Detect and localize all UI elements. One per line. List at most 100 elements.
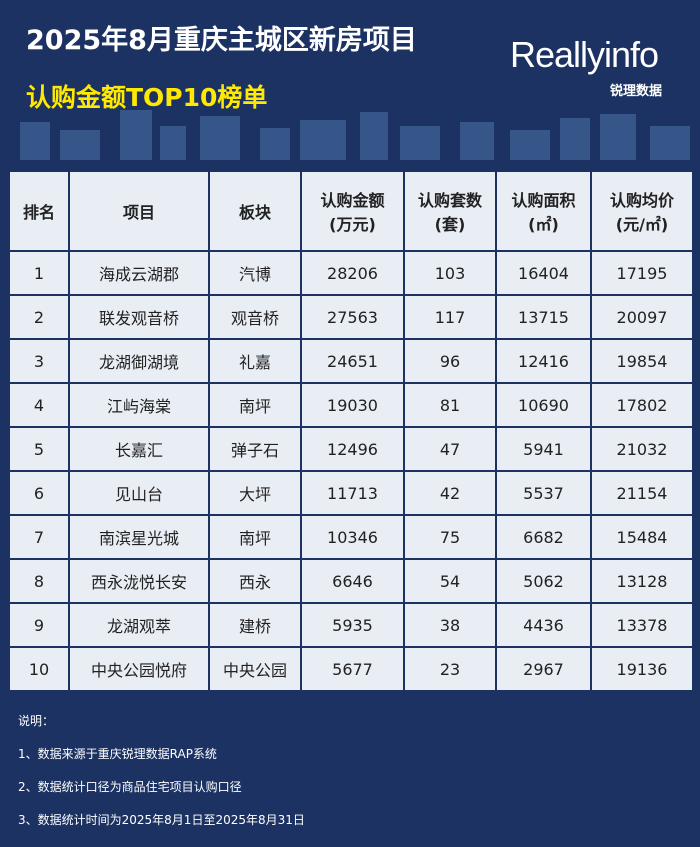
table-cell: 江屿海棠: [68, 382, 210, 428]
header-line: 认购套数: [417, 191, 482, 210]
table-cell: 19854: [590, 338, 694, 384]
table-cell: 10: [8, 646, 70, 692]
table-cell: 见山台: [68, 470, 210, 516]
table-cell: 建桥: [208, 602, 302, 648]
table-cell: 4436: [495, 602, 592, 648]
table-cell: 28206: [300, 250, 405, 296]
header-line: (㎡): [528, 215, 559, 234]
table-cell: 12416: [495, 338, 592, 384]
table-cell: 10690: [495, 382, 592, 428]
table-cell: 2967: [495, 646, 592, 692]
table-row: 6 见山台 大坪 11713 42 5537 21154: [8, 470, 694, 516]
subtitle: 认购金额TOP10榜单: [26, 83, 268, 112]
table-cell: 54: [403, 558, 497, 604]
table-row: 2 联发观音桥 观音桥 27563 117 13715 20097: [8, 294, 694, 340]
table-cell: 中央公园悦府: [68, 646, 210, 692]
logo-sub: 锐理数据: [610, 84, 663, 99]
table-cell: 17195: [590, 250, 694, 296]
table-cell: 21032: [590, 426, 694, 472]
table-cell: 观音桥: [208, 294, 302, 340]
table-cell: 15484: [590, 514, 694, 560]
table-cell: 礼嘉: [208, 338, 302, 384]
table-cell: 5537: [495, 470, 592, 516]
table-cell: 6646: [300, 558, 405, 604]
table-cell: 42: [403, 470, 497, 516]
header-cell: 项目: [68, 170, 210, 252]
table-cell: 西永: [208, 558, 302, 604]
table-cell: 5941: [495, 426, 592, 472]
table-row: 5 长嘉汇 弹子石 12496 47 5941 21032: [8, 426, 694, 472]
table-cell: 24651: [300, 338, 405, 384]
note-item: 2、数据统计口径为商品住宅项目认购口径: [18, 780, 242, 794]
table-cell: 2: [8, 294, 70, 340]
table-cell: 中央公园: [208, 646, 302, 692]
table-cell: 龙湖御湖境: [68, 338, 210, 384]
header-line: 板块: [238, 203, 271, 222]
table-cell: 16404: [495, 250, 592, 296]
table-cell: 大坪: [208, 470, 302, 516]
table-cell: 6: [8, 470, 70, 516]
table-cell: 5935: [300, 602, 405, 648]
header-cell: 排名: [8, 170, 70, 252]
table-cell: 11713: [300, 470, 405, 516]
table-cell: 汽博: [208, 250, 302, 296]
table-cell: 4: [8, 382, 70, 428]
table-row: 8 西永泷悦长安 西永 6646 54 5062 13128: [8, 558, 694, 604]
header-line: (套): [434, 215, 466, 234]
table-cell: 5062: [495, 558, 592, 604]
table-cell: 81: [403, 382, 497, 428]
table-cell: 南坪: [208, 514, 302, 560]
notes-title: 说明：: [18, 714, 55, 728]
header-line: (元/㎡): [615, 215, 669, 234]
table-cell: 5677: [300, 646, 405, 692]
table-cell: 7: [8, 514, 70, 560]
header-cell: 认购面积 (㎡): [495, 170, 592, 252]
table-cell: 3: [8, 338, 70, 384]
table-cell: 龙湖观萃: [68, 602, 210, 648]
table-cell: 海成云湖郡: [68, 250, 210, 296]
table-row: 7 南滨星光城 南坪 10346 75 6682 15484: [8, 514, 694, 560]
table-row: 3 龙湖御湖境 礼嘉 24651 96 12416 19854: [8, 338, 694, 384]
header-line: 认购面积: [511, 191, 576, 210]
table-cell: 12496: [300, 426, 405, 472]
table-row: 1 海成云湖郡 汽博 28206 103 16404 17195: [8, 250, 694, 296]
header-line: 认购均价: [609, 191, 674, 210]
table-cell: 9: [8, 602, 70, 648]
table-cell: 10346: [300, 514, 405, 560]
table-cell: 南坪: [208, 382, 302, 428]
table-cell: 27563: [300, 294, 405, 340]
header-line: 排名: [22, 203, 55, 222]
note-item: 1、数据来源于重庆锐理数据RAP系统: [18, 747, 217, 761]
table-cell: 联发观音桥: [68, 294, 210, 340]
header-line: (万元): [329, 215, 376, 234]
table-cell: 1: [8, 250, 70, 296]
table-cell: 38: [403, 602, 497, 648]
table-cell: 6682: [495, 514, 592, 560]
header-cell: 认购套数 (套): [403, 170, 497, 252]
table-cell: 20097: [590, 294, 694, 340]
table-cell: 96: [403, 338, 497, 384]
table-cell: 13378: [590, 602, 694, 648]
table-cell: 47: [403, 426, 497, 472]
table-cell: 117: [403, 294, 497, 340]
table-row: 9 龙湖观萃 建桥 5935 38 4436 13378: [8, 602, 694, 648]
title: 2025年8月重庆主城区新房项目: [26, 25, 417, 56]
table-row: 10 中央公园悦府 中央公园 5677 23 2967 19136: [8, 646, 694, 692]
table-row: 4 江屿海棠 南坪 19030 81 10690 17802: [8, 382, 694, 428]
header-line: 认购金额: [320, 191, 385, 210]
table-cell: 75: [403, 514, 497, 560]
table-cell: 21154: [590, 470, 694, 516]
table-cell: 19030: [300, 382, 405, 428]
table-cell: 西永泷悦长安: [68, 558, 210, 604]
table-cell: 13128: [590, 558, 694, 604]
logo: Reallyinfo: [510, 34, 659, 75]
table-cell: 5: [8, 426, 70, 472]
table-cell: 弹子石: [208, 426, 302, 472]
table-cell: 8: [8, 558, 70, 604]
table-cell: 17802: [590, 382, 694, 428]
table-cell: 103: [403, 250, 497, 296]
header-cell: 板块: [208, 170, 302, 252]
note-item: 3、数据统计时间为2025年8月1日至2025年8月31日: [18, 813, 305, 827]
